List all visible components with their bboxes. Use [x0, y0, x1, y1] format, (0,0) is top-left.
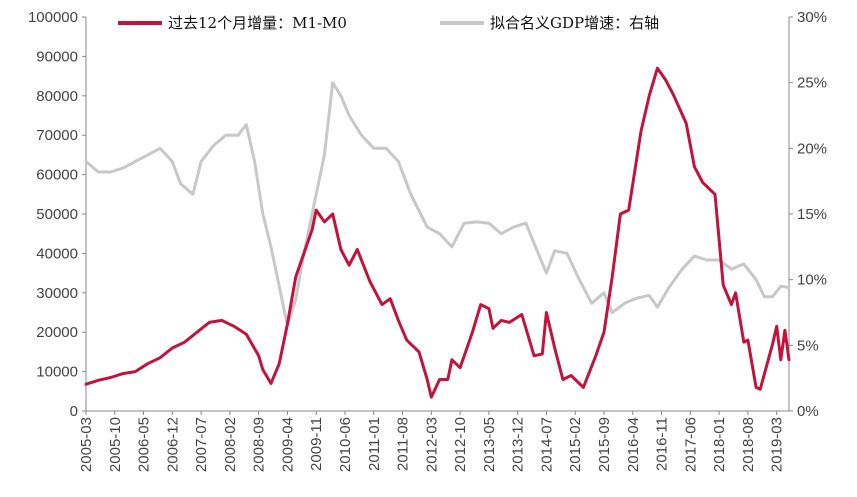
x-tick-label: 2005-03	[78, 417, 95, 472]
x-tick-label: 2008-02	[222, 417, 239, 472]
y-left-tick-label: 100000	[28, 9, 78, 26]
y-left-tick-label: 10000	[36, 364, 78, 381]
y-right-tick-label: 10%	[797, 272, 827, 289]
legend: 过去12个月增量：M1-M0 拟合名义GDP增速：右轴	[118, 14, 659, 32]
x-tick-label: 2008-09	[251, 417, 268, 472]
y-left-tick-label: 60000	[36, 167, 78, 184]
x-tick-label: 2018-08	[740, 417, 757, 472]
y-right-tick-label: 20%	[797, 140, 827, 157]
y-right-tick-label: 5%	[797, 337, 819, 354]
series-line-gdp	[84, 81, 791, 328]
y-right-tick-label: 0%	[797, 403, 819, 420]
y-right-tick-label: 25%	[797, 75, 827, 92]
legend-label-gdp: 拟合名义GDP增速：右轴	[490, 14, 659, 32]
x-tick-label: 2013-12	[510, 417, 527, 472]
y-left-tick-label: 40000	[36, 245, 78, 262]
y-left-tick-label: 50000	[36, 206, 78, 223]
y-left-tick-label: 20000	[36, 324, 78, 341]
x-tick-label: 2014-07	[538, 417, 555, 472]
x-tick-label: 2016-04	[625, 417, 642, 472]
y-left-tick-label: 0	[70, 403, 78, 420]
x-tick-label: 2012-10	[452, 417, 469, 472]
x-tick-label: 2012-03	[423, 417, 440, 472]
series-layer	[84, 66, 791, 399]
y-left-tick-label: 30000	[36, 285, 78, 302]
x-tick-label: 2013-05	[481, 417, 498, 472]
x-tick-label: 2017-06	[682, 417, 699, 472]
legend-label-m1-m0: 过去12个月增量：M1-M0	[168, 14, 347, 32]
x-tick-label: 2011-01	[366, 417, 383, 471]
x-tick-label: 2015-02	[567, 417, 584, 472]
x-tick-label: 2015-09	[596, 417, 613, 472]
x-tick-label: 2009-04	[279, 417, 296, 472]
x-tick-label: 2007-07	[193, 417, 210, 472]
axes: 0 10000 20000 30000 40000 50000 60000 70000 8000…	[28, 9, 827, 472]
x-tick-label: 2006-05	[136, 417, 153, 472]
x-tick-label: 2011-08	[395, 417, 412, 471]
y-right-tick-label: 30%	[797, 9, 827, 26]
series-line-m1-m0	[84, 66, 791, 399]
y-right-tick-label: 15%	[797, 206, 827, 223]
y-left-tick-label: 90000	[36, 48, 78, 65]
x-tick-label: 2006-12	[164, 417, 181, 472]
x-tick-label: 2018-01	[711, 417, 728, 472]
x-tick-label: 2019-03	[769, 417, 786, 472]
x-tick-label: 2016-11	[654, 417, 671, 471]
x-tick-label: 2005-10	[107, 417, 124, 472]
y-left-tick-label: 80000	[36, 88, 78, 105]
y-left-tick-label: 70000	[36, 127, 78, 144]
x-tick-label: 2009-11	[308, 417, 325, 471]
x-tick-label: 2010-06	[337, 417, 354, 472]
